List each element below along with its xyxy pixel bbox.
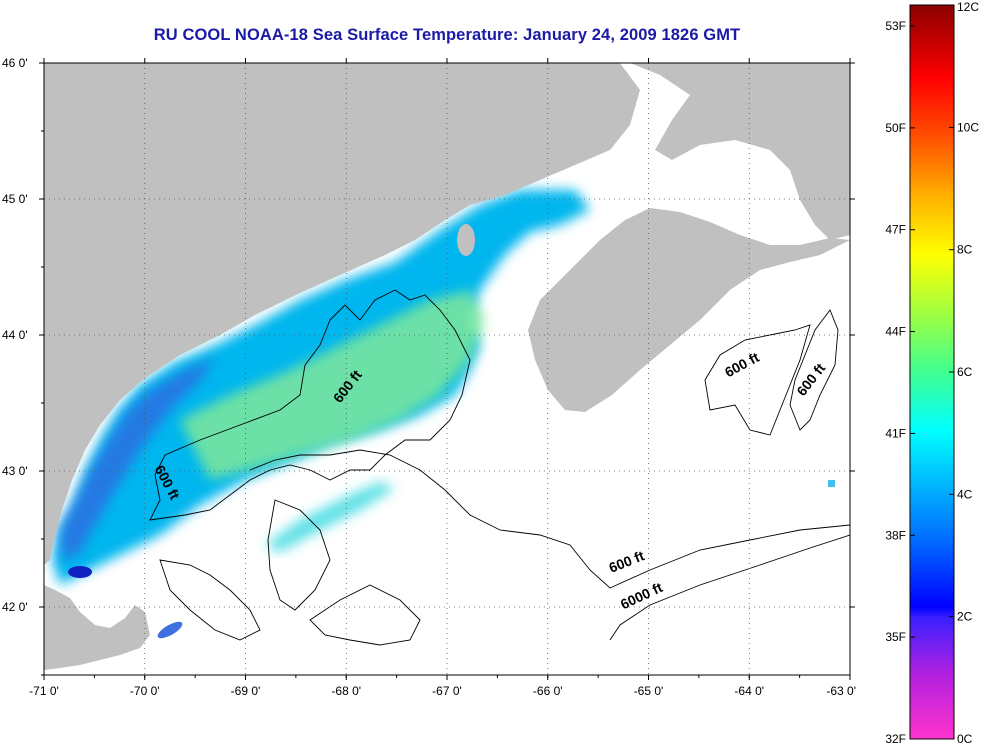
lon-tick-label: -66 0' [533, 684, 563, 698]
sst-cold-spot [68, 566, 92, 578]
contour-600ft-northeast-channel [159, 559, 261, 641]
lat-tick-label: 45 0' [2, 192, 28, 206]
colorbar-c-label: 10C [957, 120, 979, 134]
colorbar-c-label: 8C [957, 243, 973, 257]
lon-tick-label: -68 0' [331, 684, 361, 698]
sst-imagery [52, 190, 835, 639]
graticule [44, 63, 850, 675]
colorbar-c-label: 4C [957, 487, 973, 501]
colorbar-f-label: 50F [885, 121, 906, 135]
lat-tick-label: 42 0' [2, 600, 28, 614]
colorbar-c-label: 2C [957, 610, 973, 624]
colorbar-f-label: 53F [885, 19, 906, 33]
land-massachusetts-cape-cod [44, 585, 150, 670]
colorbar-f-label: 41F [885, 426, 906, 440]
sst-patch [157, 621, 183, 639]
colorbar-f-label: 38F [885, 528, 906, 542]
bathymetry-contours [149, 289, 850, 646]
contour-600ft-gulf-of-maine [149, 289, 471, 521]
land-new-england-maine [44, 63, 640, 565]
land-grand-manan [457, 224, 475, 256]
contour-600ft-georges-basin [249, 449, 850, 589]
sst-pixel [828, 480, 835, 487]
colorbar-ticks [910, 4, 954, 740]
colorbar-c-label: 0C [957, 732, 973, 746]
colorbar-c-label: 6C [957, 365, 973, 379]
lat-tick-label: 43 0' [2, 464, 28, 478]
sst-streak [265, 482, 395, 552]
colorbar-f-label: 47F [885, 223, 906, 237]
lat-tick-label: 44 0' [2, 328, 28, 342]
lon-tick-label: -67 0' [432, 684, 462, 698]
contour-600ft-wilkinson [267, 499, 331, 611]
land [44, 63, 850, 670]
colorbar-f-label: 44F [885, 325, 906, 339]
map-title: RU COOL NOAA-18 Sea Surface Temperature:… [153, 26, 741, 44]
colorbar [909, 4, 955, 740]
contour-600ft-jordan [309, 584, 421, 646]
contour-600ft-emerald-basin [789, 309, 839, 431]
sst-field-warm [180, 290, 485, 480]
lon-tick-label: -65 0' [634, 684, 664, 698]
colorbar-labels: 53F 50F 47F 44F 41F 38F 35F 32F 12C 10C 8C 6C 4C 2C 0C [885, 0, 979, 746]
lat-tick-label: 46 0' [2, 56, 28, 70]
axis-ticks [39, 58, 855, 680]
contour-600ft-scotian-shelf [704, 324, 811, 436]
lon-tick-label: -63 0' [826, 684, 856, 698]
sst-field-cool-coast [60, 358, 215, 560]
colorbar-f-label: 35F [885, 630, 906, 644]
lon-tick-label: -71 0' [29, 684, 59, 698]
lon-tick-label: -64 0' [734, 684, 764, 698]
contour-6000ft-slope [609, 534, 850, 641]
colorbar-f-label: 32F [885, 732, 906, 746]
lon-tick-label: -69 0' [231, 684, 261, 698]
axis-labels: -71 0' -70 0' -69 0' -68 0' -67 0' -66 0' -65 … [2, 56, 856, 698]
lon-tick-label: -70 0' [130, 684, 160, 698]
land-new-brunswick [630, 63, 850, 240]
colorbar-c-label: 12C [957, 0, 979, 14]
land-nova-scotia [528, 208, 850, 412]
